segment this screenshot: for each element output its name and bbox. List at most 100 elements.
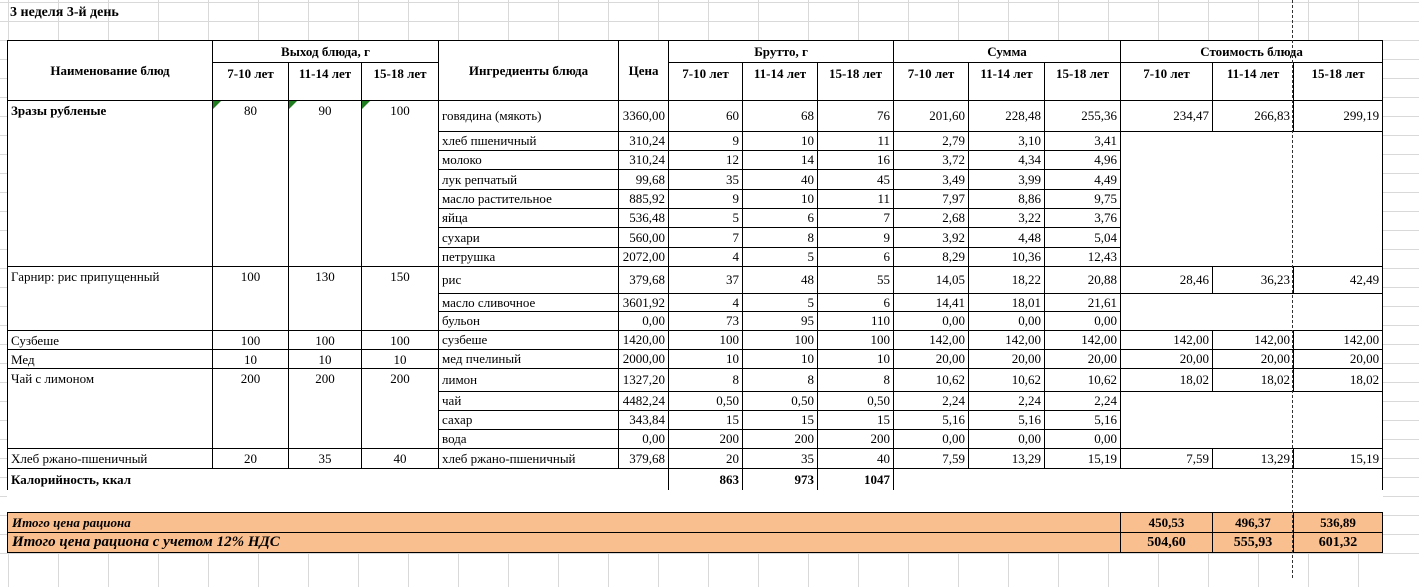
cell-brutto[interactable]: 10 [742, 349, 819, 369]
header-ingredients[interactable]: Ингредиенты блюда [438, 40, 620, 101]
cell-ingredient-name[interactable]: хлеб ржано-пшеничный [438, 448, 620, 469]
header-brutto-age-2[interactable]: 11-14 лет [742, 62, 819, 101]
cell-brutto[interactable]: 40 [742, 169, 819, 190]
cell-sum[interactable]: 10,62 [893, 368, 970, 392]
cell-dish-output[interactable]: 90 [288, 100, 362, 267]
cell-brutto[interactable]: 5 [742, 247, 819, 267]
cell-sum[interactable]: 3,72 [893, 150, 970, 170]
cell-ingredient-price[interactable]: 3601,92 [618, 293, 670, 312]
cell-ingredient-price[interactable]: 1420,00 [618, 330, 670, 350]
cell-sum[interactable]: 0,00 [968, 429, 1046, 449]
cell-empty[interactable] [1120, 311, 1213, 331]
header-output-age-3[interactable]: 15-18 лет [360, 62, 440, 101]
cell-brutto[interactable]: 8 [817, 368, 895, 392]
cell-sum[interactable]: 2,68 [893, 208, 970, 228]
cell-sum[interactable]: 9,75 [1044, 189, 1122, 209]
cell-brutto[interactable]: 8 [668, 368, 744, 392]
cell-dish-cost[interactable]: 20,00 [1293, 349, 1384, 369]
cell-ingredient-price[interactable]: 1327,20 [618, 368, 670, 392]
cell-empty[interactable] [1293, 189, 1384, 209]
cell-dish-cost[interactable]: 28,46 [1120, 266, 1214, 294]
cell-sum[interactable]: 14,41 [893, 293, 970, 312]
totals-value[interactable]: 496,37 [1212, 513, 1293, 532]
sheet-title[interactable]: 3 неделя 3-й день [10, 5, 119, 20]
cell-dish-output[interactable]: 130 [288, 266, 362, 331]
cell-empty[interactable] [1293, 247, 1384, 267]
cell-ingredient-price[interactable]: 2072,00 [618, 247, 670, 267]
cell-sum[interactable]: 7,97 [893, 189, 970, 209]
cell-sum[interactable]: 14,05 [893, 266, 970, 294]
cell-empty[interactable] [1212, 208, 1294, 228]
cell-empty[interactable] [1120, 131, 1213, 151]
cell-dish-cost[interactable]: 15,19 [1293, 448, 1384, 469]
cell-ingredient-name[interactable]: молоко [438, 150, 620, 170]
cell-brutto[interactable]: 6 [817, 293, 895, 312]
cell-ingredient-name[interactable]: вода [438, 429, 620, 449]
cell-brutto[interactable]: 110 [817, 311, 895, 331]
cell-dish-name[interactable]: Сузбеше [7, 330, 213, 350]
cell-sum[interactable]: 20,88 [1044, 266, 1122, 294]
header-sum-age-2[interactable]: 11-14 лет [968, 62, 1046, 101]
cell-sum[interactable]: 2,24 [893, 391, 970, 411]
cell-ingredient-price[interactable]: 885,92 [618, 189, 670, 209]
cell-brutto[interactable]: 11 [817, 131, 895, 151]
cell-calories-label[interactable]: Калорийность, ккал [6, 468, 670, 491]
cell-sum[interactable]: 2,24 [968, 391, 1046, 411]
cell-dish-name[interactable]: Мед [7, 349, 213, 369]
header-cost-age-1[interactable]: 7-10 лет [1120, 62, 1214, 101]
cell-empty[interactable] [1120, 227, 1213, 248]
cell-ingredient-price[interactable]: 2000,00 [618, 349, 670, 369]
cell-dish-cost[interactable]: 36,23 [1212, 266, 1295, 294]
cell-sum[interactable]: 3,49 [893, 169, 970, 190]
cell-sum[interactable]: 20,00 [893, 349, 970, 369]
cell-dish-output[interactable]: 200 [212, 368, 289, 449]
cell-calories-value[interactable]: 973 [742, 468, 819, 491]
cell-empty[interactable] [1293, 410, 1384, 430]
cell-empty[interactable] [1212, 247, 1294, 267]
cell-brutto[interactable]: 5 [668, 208, 744, 228]
cell-brutto[interactable]: 200 [668, 429, 744, 449]
cell-brutto[interactable]: 37 [668, 266, 744, 294]
header-price[interactable]: Цена [618, 40, 670, 101]
cell-sum[interactable]: 4,49 [1044, 169, 1122, 190]
cell-sum[interactable]: 3,76 [1044, 208, 1122, 228]
cell-dish-output[interactable]: 10 [288, 349, 362, 369]
cell-dish-output[interactable]: 150 [360, 266, 440, 331]
cell-dish-cost[interactable]: 18,02 [1120, 368, 1214, 392]
cell-dish-cost[interactable]: 142,00 [1120, 330, 1214, 350]
cell-empty[interactable] [1120, 429, 1213, 449]
cell-ingredient-price[interactable]: 536,48 [618, 208, 670, 228]
cell-brutto[interactable]: 15 [668, 410, 744, 430]
cell-empty[interactable] [1293, 169, 1384, 190]
cell-brutto[interactable]: 35 [742, 448, 819, 469]
cell-brutto[interactable]: 10 [742, 189, 819, 209]
cell-empty[interactable] [1212, 293, 1294, 312]
header-output-age-2[interactable]: 11-14 лет [288, 62, 362, 101]
cell-ingredient-name[interactable]: мед пчелиный [438, 349, 620, 369]
cell-brutto[interactable]: 4 [668, 293, 744, 312]
cell-empty[interactable] [1212, 227, 1294, 248]
totals-vat-value[interactable]: 601,32 [1293, 533, 1382, 552]
cell-dish-output[interactable]: 10 [360, 349, 440, 369]
cell-ingredient-price[interactable]: 379,68 [618, 266, 670, 294]
cell-ingredient-name[interactable]: масло сливочное [438, 293, 620, 312]
cell-empty[interactable] [1212, 410, 1294, 430]
cell-dish-name[interactable]: Гарнир: рис припущенный [7, 266, 213, 331]
header-cost-age-2[interactable]: 11-14 лет [1212, 62, 1295, 101]
cell-sum[interactable]: 4,96 [1044, 150, 1122, 170]
cell-brutto[interactable]: 100 [742, 330, 819, 350]
cell-brutto[interactable]: 0,50 [742, 391, 819, 411]
cell-empty[interactable] [1212, 429, 1294, 449]
totals-label[interactable]: Итого цена рациона [12, 514, 131, 530]
totals-value[interactable]: 450,53 [1120, 513, 1212, 532]
cell-empty[interactable] [1293, 150, 1384, 170]
cell-ingredient-name[interactable]: бульон [438, 311, 620, 331]
cell-brutto[interactable]: 100 [668, 330, 744, 350]
cell-brutto[interactable]: 73 [668, 311, 744, 331]
cell-empty[interactable] [1120, 247, 1213, 267]
cell-brutto[interactable]: 10 [668, 349, 744, 369]
cell-empty[interactable] [1212, 131, 1294, 151]
cell-brutto[interactable]: 20 [668, 448, 744, 469]
cell-dish-cost[interactable]: 142,00 [1293, 330, 1384, 350]
cell-empty[interactable] [1293, 311, 1384, 331]
